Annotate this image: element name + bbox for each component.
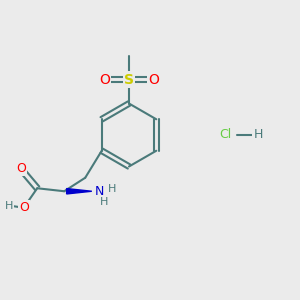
Text: H: H (5, 201, 14, 211)
Text: N: N (95, 185, 104, 198)
Text: H: H (107, 184, 116, 194)
Text: O: O (99, 73, 110, 86)
Text: H: H (100, 197, 108, 207)
Polygon shape (67, 189, 92, 194)
Text: Cl: Cl (219, 128, 231, 142)
Text: H: H (253, 128, 263, 142)
Text: O: O (16, 162, 26, 175)
Text: S: S (124, 73, 134, 86)
Text: O: O (148, 73, 159, 86)
Text: O: O (19, 201, 29, 214)
